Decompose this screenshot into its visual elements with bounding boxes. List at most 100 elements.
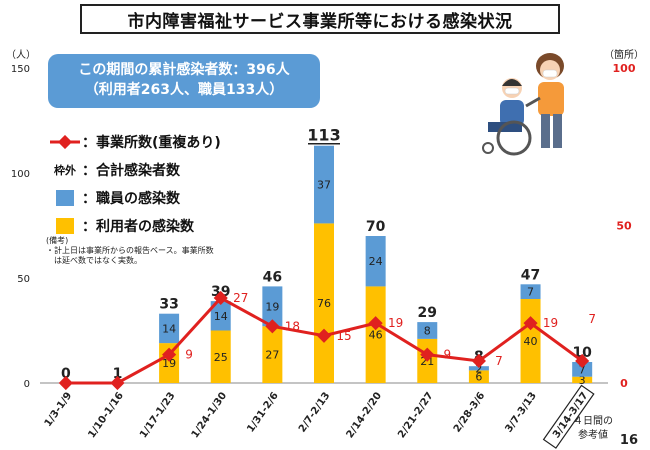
note-line-2: は延べ数ではなく実数。 — [46, 256, 142, 265]
x-tick-label: 1/3-1/9 — [43, 390, 75, 429]
legend-user: ：利用者の感染数 — [48, 216, 194, 236]
line-point-label: 27 — [233, 291, 248, 305]
bar-staff-label: 37 — [317, 179, 331, 192]
line-point-label: 9 — [443, 348, 451, 362]
x-tick-label: 1/17-1/23 — [138, 390, 178, 440]
bar-staff-label: 7 — [579, 363, 586, 376]
bar-user — [520, 299, 541, 383]
line-point — [162, 347, 177, 362]
summary-line-2: （利用者263人、職員133人） — [84, 82, 284, 98]
summary-line-1: この期間の累計感染者数：396人 — [78, 62, 290, 78]
legend-total: 枠外 ：合計感染者数 — [48, 160, 180, 180]
line-point — [471, 353, 486, 369]
wheelchair-user-icon — [482, 78, 541, 156]
bar-staff-label: 8 — [424, 325, 431, 338]
bar-staff-label: 14 — [214, 310, 228, 323]
y-left-tick-label: 100 — [11, 169, 30, 180]
bar-staff — [365, 236, 386, 287]
bar-total-label: 70 — [366, 219, 386, 235]
bar-user-label: 6 — [475, 371, 482, 384]
y-left-tick-label: 0 — [24, 379, 30, 390]
bar-total-label: 33 — [159, 297, 178, 313]
footnote-line-2: 参考値 — [578, 428, 608, 441]
x-tick-label: 1/31-2/6 — [245, 390, 281, 434]
legend-staff: ：職員の感染数 — [48, 188, 180, 208]
bar-staff-label: 7 — [527, 286, 534, 299]
note-heading: (備考) — [46, 236, 69, 245]
line-point-label: 9 — [185, 348, 193, 362]
bar-total-label: 1 — [113, 366, 123, 382]
bar-staff — [468, 366, 489, 371]
bar-user-label: 40 — [524, 335, 538, 348]
footnote-line-1: ４日間の — [573, 415, 613, 427]
y-left-tick-label: 50 — [17, 274, 30, 285]
bar-total-label: 47 — [521, 267, 540, 283]
legend-user-swatch — [56, 218, 74, 234]
line-point — [110, 375, 125, 391]
page-number: 16 — [620, 433, 638, 448]
bar-user-label: 3 — [579, 374, 586, 387]
x-tick-label: 2/14-2/20 — [345, 390, 385, 440]
x-tick-label: 1/10-1/16 — [86, 390, 126, 440]
bar-user — [468, 370, 489, 383]
bar-total-label: 0 — [61, 366, 71, 382]
bar-staff — [262, 286, 283, 327]
y-left-unit: （人） — [6, 49, 36, 61]
bar-user — [210, 330, 231, 383]
line-point-label: 7 — [495, 354, 503, 368]
legend-staff-swatch — [56, 190, 74, 206]
y-right-tick-label: 100 — [613, 62, 636, 75]
bar-staff — [210, 301, 231, 331]
bar-user-label: 46 — [369, 329, 383, 342]
y-right-unit: （箇所） — [604, 48, 644, 61]
legend-line: ：事業所数(重複あり) — [48, 132, 221, 152]
legend-line-marker-icon — [50, 135, 80, 149]
page-title: 市内障害福祉サービス事業所等における感染状況 — [127, 11, 513, 32]
caregiver-icon — [536, 53, 564, 148]
bar-staff — [314, 145, 334, 224]
legend-total-label: ：合計感染者数 — [82, 163, 180, 179]
note-line-1: ・計上日は事業所からの報告ベース。事業所数 — [46, 246, 214, 255]
line-point — [265, 319, 280, 334]
y-right-tick-label: 50 — [616, 220, 632, 233]
bar-staff-label: 2 — [475, 362, 482, 375]
bar-staff — [417, 322, 438, 339]
line-point — [523, 316, 538, 331]
line-point-label: 18 — [285, 319, 300, 333]
line-point — [58, 375, 73, 391]
bar-total-label: 29 — [418, 305, 437, 321]
line-point — [368, 316, 383, 331]
bar-user — [314, 223, 334, 383]
y-left-tick-label: 150 — [11, 64, 30, 75]
y-right-tick-label: 0 — [620, 377, 628, 390]
x-tick-label: 3/7-3/13 — [503, 390, 539, 434]
legend-line-label: ：事業所数(重複あり) — [82, 135, 221, 151]
line-point — [213, 290, 228, 306]
bar-user — [262, 326, 283, 383]
wheelchair-illustration — [482, 53, 564, 156]
title-box: 市内障害福祉サービス事業所等における感染状況 — [80, 4, 560, 34]
bar-staff-label: 24 — [369, 255, 383, 268]
bar-staff — [159, 313, 180, 344]
line-point-label: 15 — [336, 329, 351, 343]
bar-user-label: 27 — [265, 349, 279, 362]
bar-staff — [572, 362, 593, 377]
line-point-label: 7 — [588, 312, 596, 326]
bar-user — [365, 286, 386, 383]
x-tick-label: 2/28-3/6 — [452, 390, 488, 434]
bar-user-label: 25 — [214, 351, 228, 364]
bar-user-label: 19 — [162, 357, 176, 370]
bar-staff — [520, 284, 541, 299]
line-point — [575, 353, 590, 369]
bar-staff-label: 14 — [162, 322, 176, 335]
x-tick-highlight-box — [542, 384, 595, 449]
line-point-label: 19 — [388, 316, 403, 330]
note: (備考) ・計上日は事業所からの報告ベース。事業所数 は延べ数ではなく実数。 — [46, 236, 246, 266]
bar-user — [572, 376, 593, 383]
line-point — [316, 328, 332, 343]
x-tick-label: 2/21-2/27 — [396, 390, 436, 440]
legend-user-label: ：利用者の感染数 — [82, 219, 194, 235]
bar-total-label: 46 — [263, 269, 282, 285]
x-tick-label: 2/7-2/13 — [297, 390, 333, 434]
